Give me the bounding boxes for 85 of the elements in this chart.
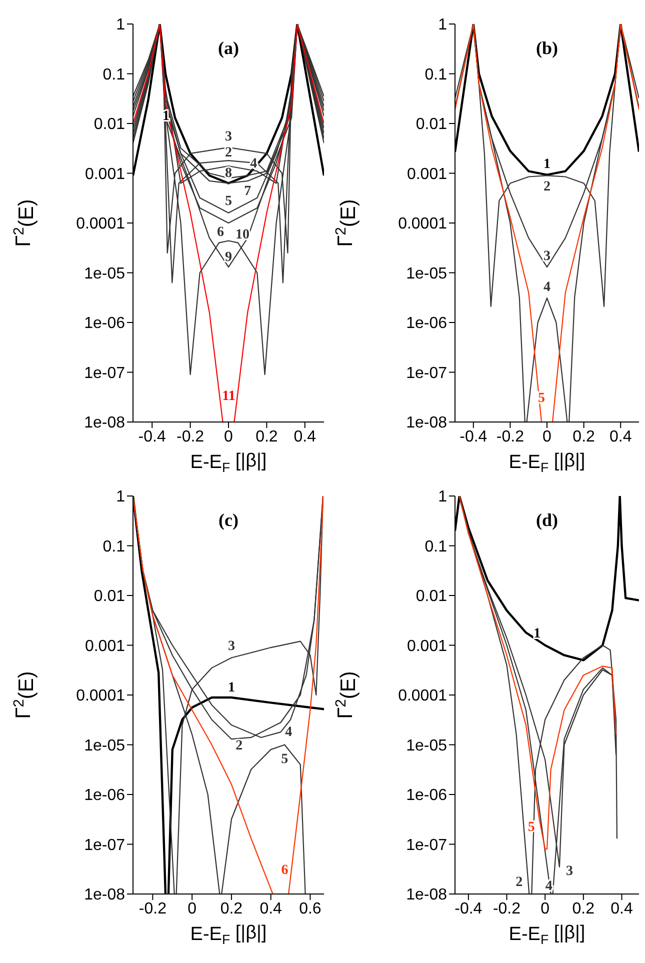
y-tick-label: 1e-08 bbox=[406, 886, 448, 904]
y-tick-label: 0.1 bbox=[102, 538, 126, 556]
y-tick-label: 0.1 bbox=[102, 66, 126, 84]
text: (c) bbox=[218, 510, 240, 531]
series-label: 9 bbox=[225, 250, 232, 266]
x-tick-label: 0.2 bbox=[256, 428, 278, 446]
y-tick-label: 1e-06 bbox=[406, 787, 448, 804]
y-tick-label: 0.0001 bbox=[76, 216, 126, 233]
series-label: 5 bbox=[281, 752, 288, 767]
x-tick-label: -0.2 bbox=[176, 428, 204, 446]
y-tick-label: 1e-06 bbox=[84, 315, 126, 332]
x-tick-label: 0.2 bbox=[572, 428, 596, 446]
x-axis-title: E-E$_{F}$ [|β|] bbox=[190, 922, 267, 947]
x-tick-label: -0.4 bbox=[138, 428, 166, 446]
y-tick-label: 0.001 bbox=[406, 638, 448, 655]
y-tick-label: 0.0001 bbox=[398, 688, 448, 705]
x-tick-label: -0.2 bbox=[138, 900, 167, 918]
x-tick-label: 0.4 bbox=[609, 428, 632, 446]
y-tick-label: 1e-05 bbox=[84, 265, 126, 282]
series-label: 10 bbox=[236, 228, 250, 243]
y-tick-label: 0.001 bbox=[84, 638, 126, 655]
y-tick-label: 1e-07 bbox=[406, 364, 448, 382]
text: (d) bbox=[535, 510, 559, 531]
x-tick-label: 0 bbox=[224, 428, 234, 446]
y-tick-label: 1 bbox=[438, 16, 448, 34]
series-label: 2 bbox=[544, 180, 550, 195]
y-tick-label: 1e-06 bbox=[406, 315, 448, 332]
series-label: 1 bbox=[544, 156, 550, 172]
x-tick-label: 0.2 bbox=[220, 900, 243, 918]
x-tick-label: 0 bbox=[542, 428, 552, 446]
y-tick-label: 1e-08 bbox=[84, 886, 126, 904]
x-axis-title: E-E$_{F}$ [|β|] bbox=[190, 450, 267, 475]
x-tick-label: 0.2 bbox=[572, 900, 595, 918]
y-tick-label: 0.01 bbox=[416, 116, 448, 134]
series-label: 5 bbox=[225, 194, 232, 209]
y-tick-label: 1e-05 bbox=[406, 265, 448, 282]
x-tick-label: -0.4 bbox=[460, 428, 488, 446]
series-label: 3 bbox=[225, 129, 232, 144]
x-axis-title: E-E$_{F}$ [|β|] bbox=[508, 922, 586, 947]
series-label: 3 bbox=[566, 864, 573, 879]
series-label: 1 bbox=[534, 626, 541, 642]
y-tick-label: 0.01 bbox=[94, 116, 126, 134]
series-label: 3 bbox=[544, 249, 550, 264]
series-label: 6 bbox=[281, 863, 288, 878]
x-tick-label: 0.4 bbox=[294, 428, 316, 446]
y-tick-label: 0.1 bbox=[424, 66, 448, 84]
x-tick-label: 0.4 bbox=[260, 900, 282, 918]
series-label: 1 bbox=[228, 680, 235, 696]
series-label: 6 bbox=[217, 225, 224, 240]
x-axis-title: E-E$_{F}$ [|β|] bbox=[508, 450, 586, 475]
y-tick-label: 1e-07 bbox=[406, 836, 448, 854]
series-label: 2 bbox=[236, 738, 243, 754]
y-tick-label: 1e-06 bbox=[84, 787, 126, 804]
y-tick-label: 1e-05 bbox=[84, 737, 126, 754]
y-tick-label: 0.01 bbox=[416, 588, 448, 606]
y-tick-label: 1e-08 bbox=[84, 414, 126, 432]
series-label: 8 bbox=[225, 166, 232, 181]
series-label: 11 bbox=[222, 389, 236, 404]
y-tick-label: 1 bbox=[438, 488, 448, 506]
y-tick-label: 1e-07 bbox=[84, 364, 126, 382]
y-tick-label: 0.0001 bbox=[398, 216, 448, 233]
y-tick-label: 1e-05 bbox=[406, 737, 448, 754]
y-tick-label: 0.01 bbox=[94, 588, 126, 606]
x-tick-label: 0.6 bbox=[299, 900, 322, 918]
x-tick-label: 0 bbox=[540, 900, 550, 918]
text: (a) bbox=[217, 38, 240, 59]
y-tick-label: 0.0001 bbox=[76, 688, 126, 705]
series-label: 7 bbox=[244, 184, 252, 199]
text: (b) bbox=[535, 38, 559, 59]
y-tick-label: 1 bbox=[116, 488, 126, 506]
y-tick-label: 0.001 bbox=[406, 166, 448, 183]
y-tick-label: 1e-07 bbox=[84, 836, 126, 854]
x-tick-label: 0.4 bbox=[610, 900, 633, 918]
y-tick-label: 1 bbox=[116, 16, 126, 34]
series-label: 2 bbox=[516, 875, 523, 890]
x-tick-label: -0.2 bbox=[492, 900, 521, 918]
series-label: 4 bbox=[544, 280, 550, 296]
series-label: 3 bbox=[228, 638, 235, 654]
x-tick-label: -0.2 bbox=[496, 428, 524, 446]
y-tick-label: 0.1 bbox=[424, 538, 448, 556]
x-tick-label: 0 bbox=[188, 900, 197, 918]
series-label: 4 bbox=[285, 725, 292, 740]
y-tick-label: 1e-08 bbox=[406, 414, 448, 432]
x-tick-label: -0.4 bbox=[454, 900, 482, 918]
y-tick-label: 0.001 bbox=[84, 166, 126, 183]
